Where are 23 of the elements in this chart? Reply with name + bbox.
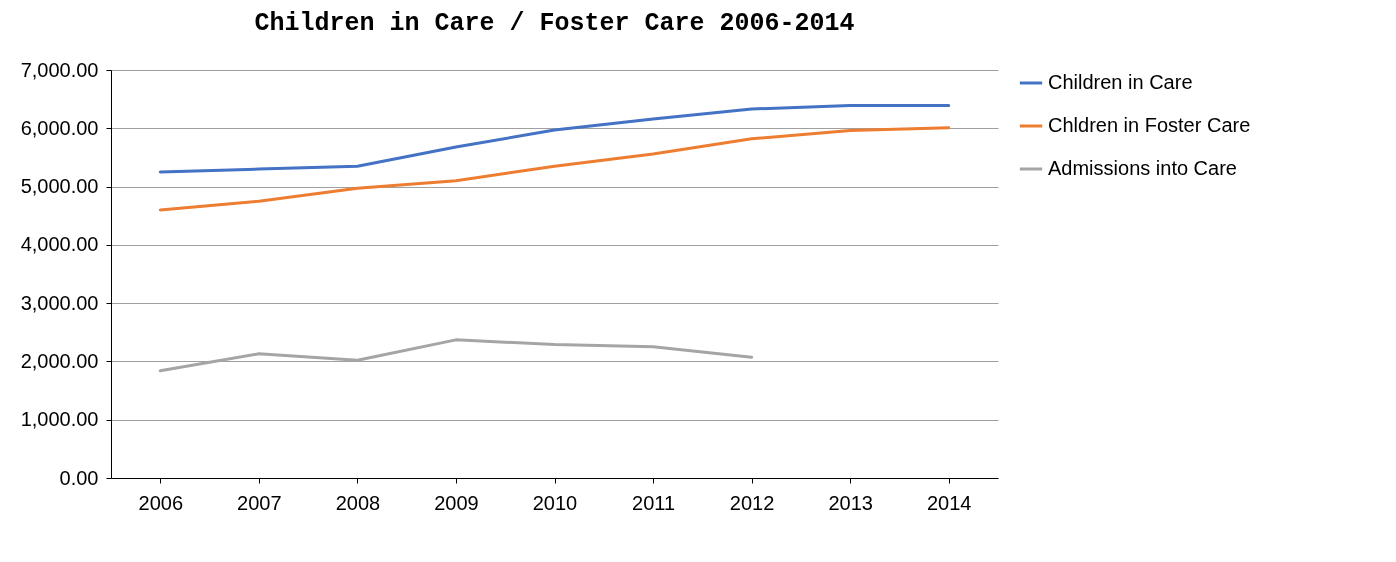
x-tick-label: 2006	[138, 491, 184, 514]
legend-label: Admissions into Care	[1048, 157, 1237, 179]
x-tick-label: 2011	[632, 491, 676, 514]
x-tick-label: 2010	[532, 491, 578, 514]
x-tick-label: 2013	[828, 491, 873, 514]
line-series	[158, 126, 951, 212]
line-series	[158, 104, 951, 174]
legend-label: Chldren in Foster Care	[1048, 114, 1251, 136]
y-tick-label: 2,000.00	[20, 349, 99, 372]
y-tick-label: 6,000.00	[20, 116, 99, 139]
y-tick-label: 1,000.00	[20, 408, 99, 431]
chart-title: Children in Care / Foster Care 2006-2014	[254, 9, 855, 38]
x-tick-label: 2007	[237, 491, 282, 514]
y-tick-label: 0.00	[59, 466, 99, 489]
x-tick-label: 2012	[729, 491, 775, 514]
y-tick-label: 3,000.00	[20, 291, 99, 314]
legend-label: Children in Care	[1048, 71, 1193, 93]
x-tick-label: 2009	[434, 491, 479, 514]
x-tick-label: 2014	[926, 491, 972, 514]
y-tick-label: 5,000.00	[20, 175, 99, 198]
y-tick-label: 4,000.00	[20, 233, 99, 256]
y-tick-label: 7,000.00	[20, 58, 99, 81]
x-tick-label: 2008	[335, 491, 381, 514]
